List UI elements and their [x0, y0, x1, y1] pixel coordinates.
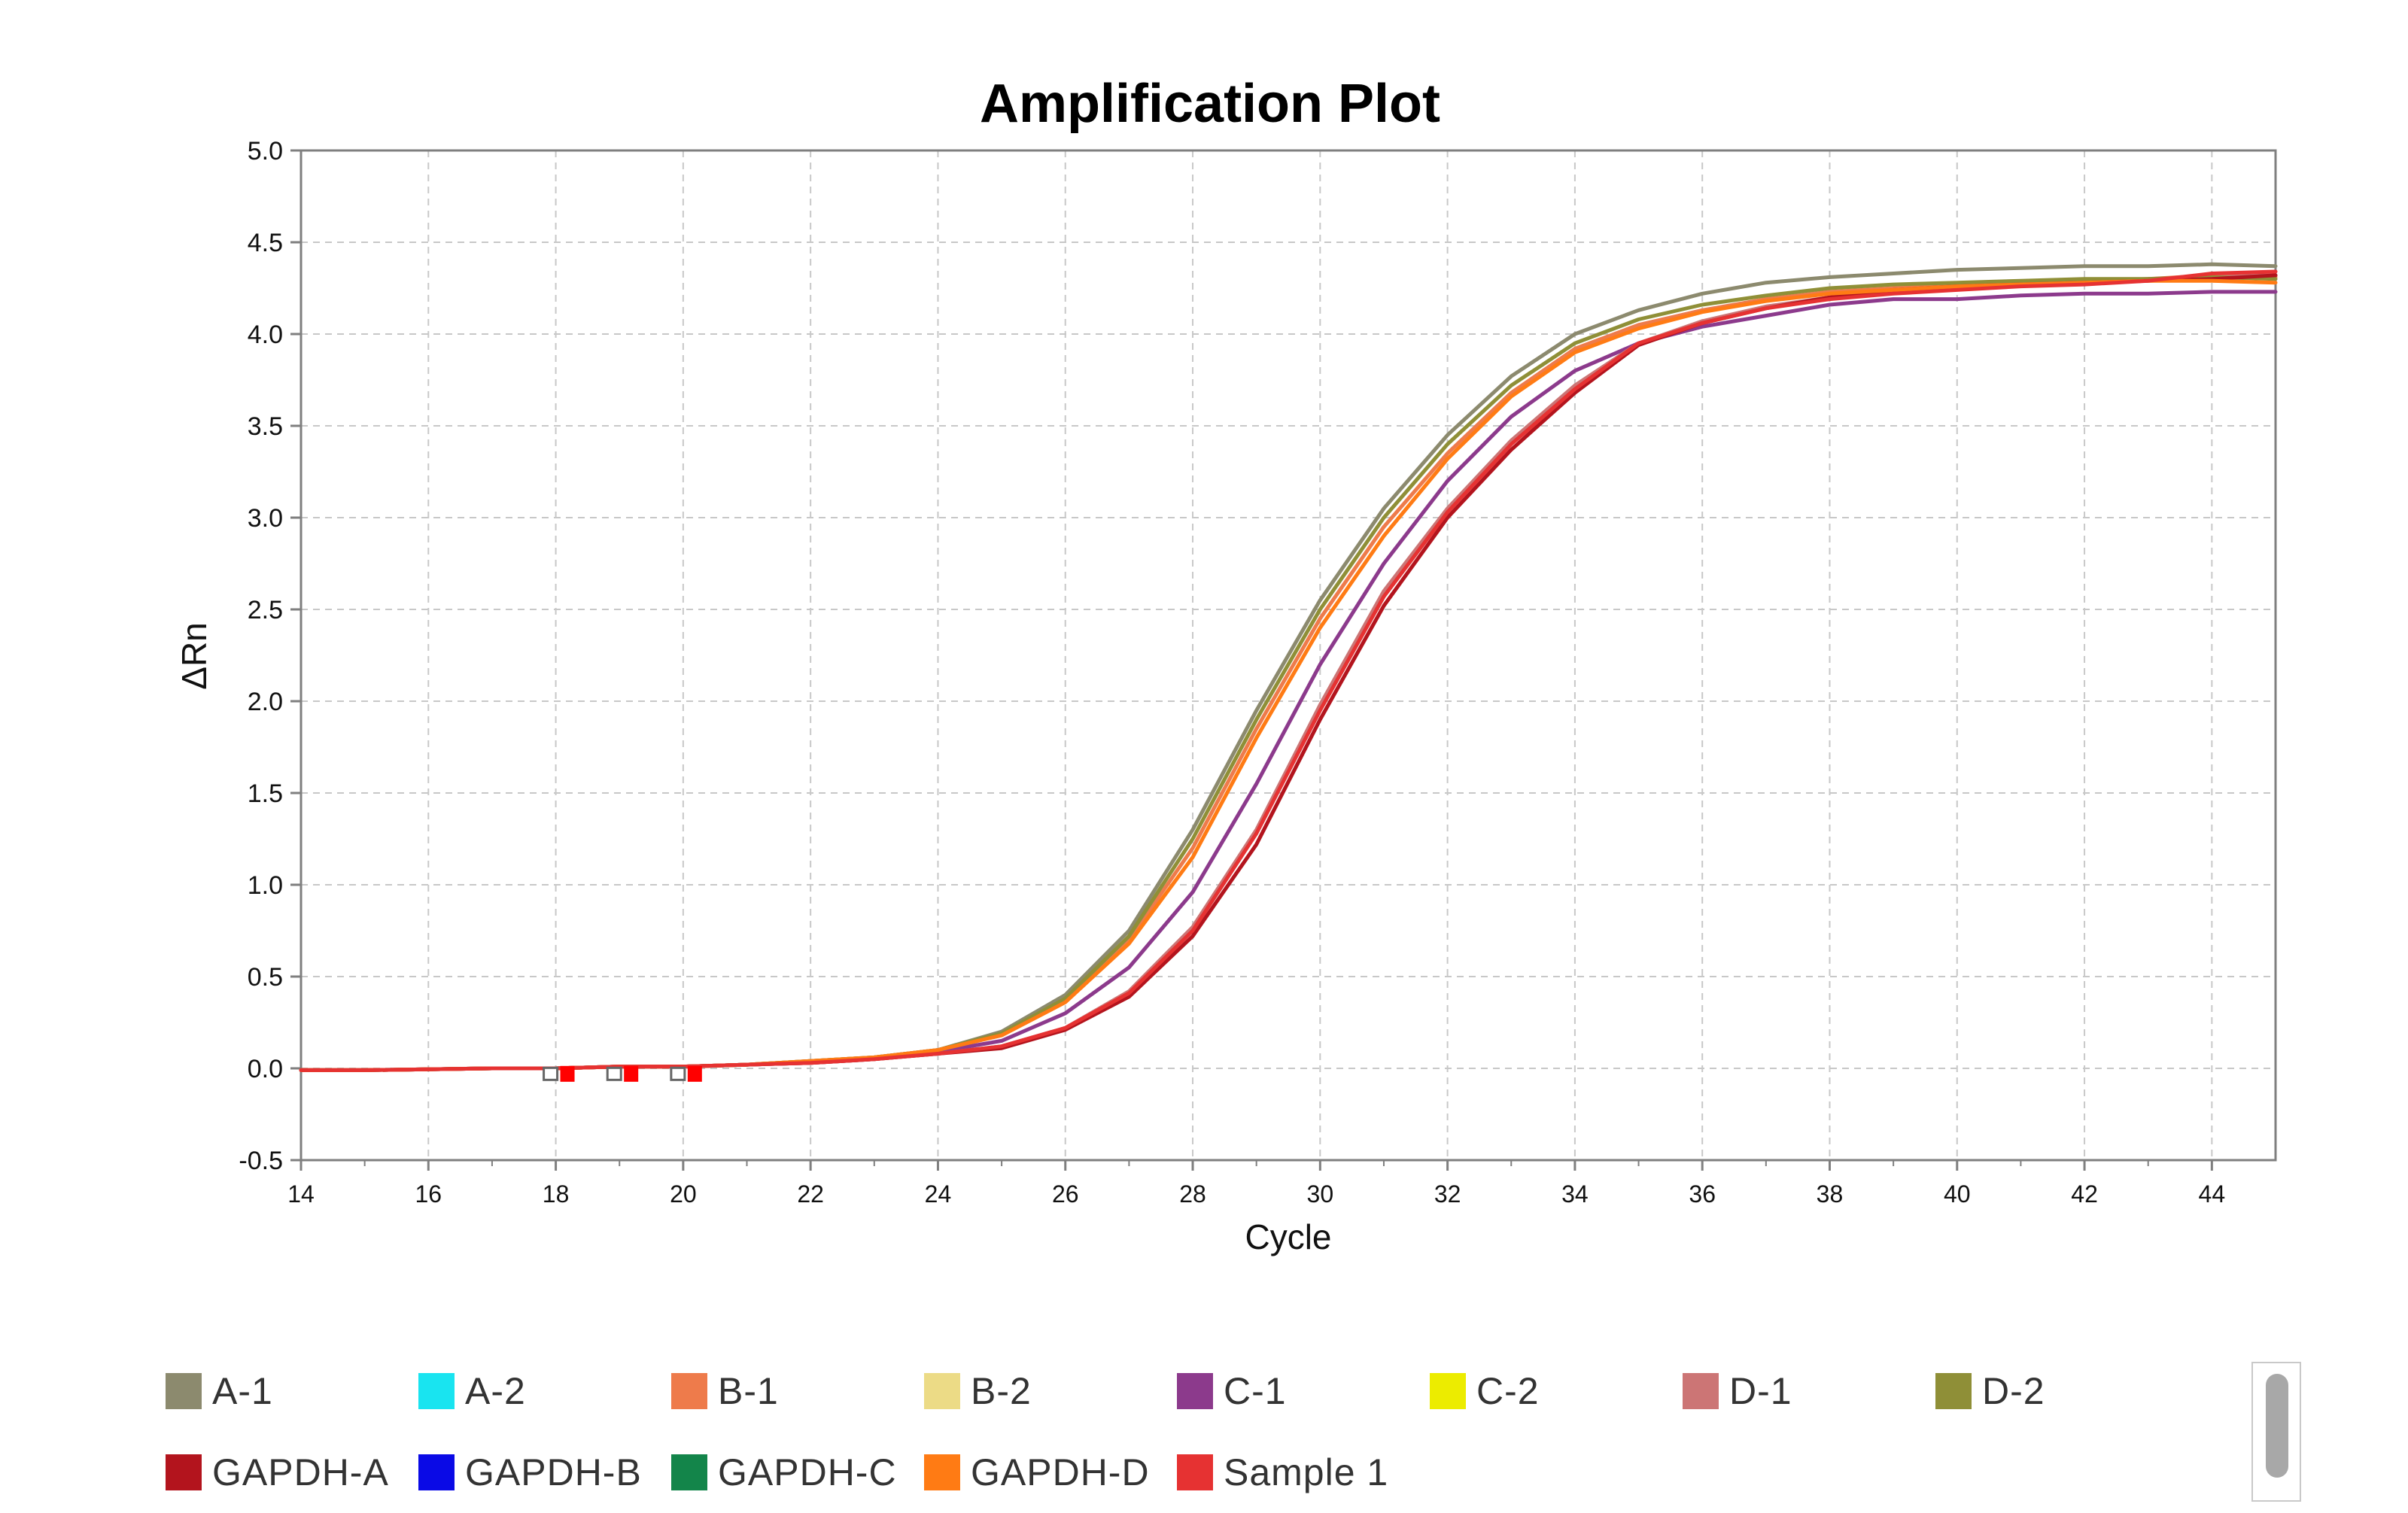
x-tick-label: 34: [1561, 1180, 1589, 1208]
x-tick-label: 32: [1434, 1180, 1461, 1208]
x-tick-label: 40: [1944, 1180, 1971, 1208]
legend-item-b-2[interactable]: B-2: [924, 1369, 1177, 1414]
grid: [301, 150, 2276, 1160]
x-tick-label: 38: [1817, 1180, 1844, 1208]
plot-area: [299, 149, 2277, 1162]
y-tick-label: 3.0: [248, 504, 283, 533]
legend-item-d-1[interactable]: D-1: [1683, 1369, 1935, 1414]
series-lines: [299, 262, 2278, 1072]
legend-swatch: [671, 1454, 707, 1490]
baseline-markers: [543, 1065, 702, 1082]
y-tick-label: 2.5: [248, 596, 283, 624]
legend-item-a-1[interactable]: A-1: [166, 1369, 418, 1414]
legend-swatch: [1935, 1373, 1972, 1409]
legend-swatch: [671, 1373, 707, 1409]
legend-label: B-2: [971, 1370, 1032, 1412]
y-tick-label: 3.5: [248, 412, 283, 441]
y-axis-label: ΔRn: [175, 622, 214, 690]
x-tick-label: 24: [925, 1180, 952, 1208]
scrollbar-thumb[interactable]: [2266, 1374, 2288, 1478]
y-tick-label: 1.0: [248, 871, 283, 900]
baseline-start-marker: [670, 1066, 686, 1081]
legend-item-gapdh-a[interactable]: GAPDH-A: [166, 1450, 418, 1495]
legend-item-sample-1[interactable]: Sample 1: [1177, 1450, 1430, 1495]
legend-swatch: [924, 1373, 960, 1409]
x-tick-label: 18: [543, 1180, 570, 1208]
legend-item-b-1[interactable]: B-1: [671, 1369, 924, 1414]
x-tick-label: 44: [2199, 1180, 2226, 1208]
x-tick-label: 22: [797, 1180, 824, 1208]
y-tick-label: 0.5: [248, 963, 283, 992]
x-tick-label: 30: [1307, 1180, 1334, 1208]
legend-label: GAPDH-C: [718, 1451, 897, 1493]
legend-label: A-1: [212, 1370, 273, 1412]
x-tick-label: 20: [670, 1180, 697, 1208]
x-tick-label: 42: [2071, 1180, 2098, 1208]
legend-scrollbar[interactable]: [2251, 1362, 2301, 1502]
y-tick-label: 2.0: [248, 688, 283, 716]
legend-swatch: [1683, 1373, 1719, 1409]
y-tick-label: 4.5: [248, 229, 283, 257]
baseline-start-marker: [606, 1066, 622, 1081]
legend-label: GAPDH-A: [212, 1451, 389, 1493]
axis-ticks: 14 16 18 20 22 24 26 28 30 32 34 36 38 40 42 44 -0.5 0.0 0…: [239, 137, 2225, 1208]
legend-item-a-2[interactable]: A-2: [418, 1369, 671, 1414]
baseline-end-marker: [624, 1065, 639, 1082]
legend-swatch: [418, 1373, 455, 1409]
x-axis-label: Cycle: [1245, 1217, 1331, 1256]
x-tick-label: 28: [1179, 1180, 1206, 1208]
legend-label: D-2: [1982, 1370, 2045, 1412]
legend-item-gapdh-c[interactable]: GAPDH-C: [671, 1450, 924, 1495]
x-tick-label: 16: [415, 1180, 442, 1208]
y-tick-label: 0.0: [248, 1055, 283, 1083]
legend-row: A-1 A-2 B-1 B-2 C-1 C-2 D-1 D-2: [166, 1350, 2242, 1432]
legend-item-d-2[interactable]: D-2: [1935, 1369, 2188, 1414]
legend-label: GAPDH-B: [465, 1451, 642, 1493]
legend-label: C-1: [1224, 1370, 1287, 1412]
legend-item-gapdh-d[interactable]: GAPDH-D: [924, 1450, 1177, 1495]
legend-swatch: [1430, 1373, 1466, 1409]
legend-swatch: [166, 1373, 202, 1409]
legend-label: Sample 1: [1224, 1451, 1389, 1493]
legend-label: C-2: [1476, 1370, 1540, 1412]
legend-swatch: [418, 1454, 455, 1490]
legend-swatch: [1177, 1454, 1213, 1490]
baseline-end-marker: [687, 1065, 702, 1082]
x-tick-label: 14: [287, 1180, 315, 1208]
legend-label: A-2: [465, 1370, 526, 1412]
legend-item-c-2[interactable]: C-2: [1430, 1369, 1683, 1414]
baseline-end-marker: [560, 1065, 575, 1082]
legend: A-1 A-2 B-1 B-2 C-1 C-2 D-1 D-2: [166, 1350, 2242, 1513]
legend-swatch: [1177, 1373, 1213, 1409]
y-tick-label: 5.0: [248, 137, 283, 166]
y-tick-label: 4.0: [248, 321, 283, 349]
legend-label: B-1: [718, 1370, 779, 1412]
legend-swatch: [166, 1454, 202, 1490]
legend-swatch: [924, 1454, 960, 1490]
legend-item-c-1[interactable]: C-1: [1177, 1369, 1430, 1414]
legend-row: GAPDH-A GAPDH-B GAPDH-C GAPDH-D Sample 1: [166, 1432, 2242, 1513]
series-line-b-1: [299, 273, 2278, 1072]
y-tick-label: -0.5: [239, 1147, 283, 1175]
baseline-start-marker: [543, 1066, 559, 1081]
legend-label: GAPDH-D: [971, 1451, 1150, 1493]
x-tick-label: 26: [1052, 1180, 1079, 1208]
y-tick-label: 1.5: [248, 779, 283, 808]
x-tick-label: 36: [1689, 1180, 1716, 1208]
legend-item-gapdh-b[interactable]: GAPDH-B: [418, 1450, 671, 1495]
chart-title: Amplification Plot: [980, 74, 1440, 134]
legend-label: D-1: [1729, 1370, 1792, 1412]
